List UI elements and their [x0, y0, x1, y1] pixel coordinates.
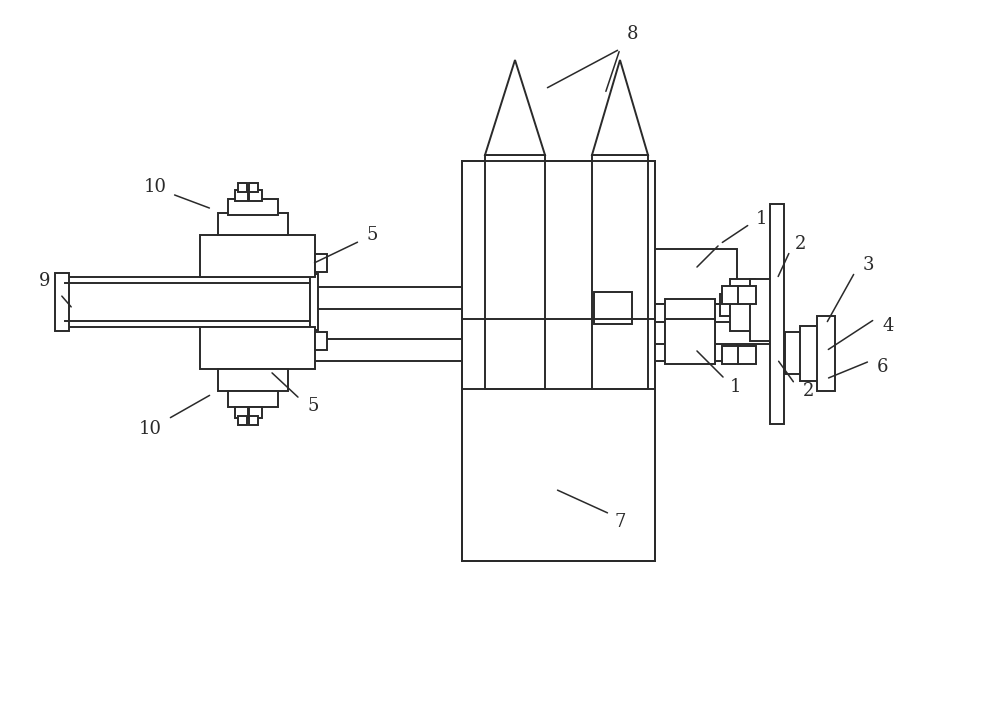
- Bar: [770, 204, 784, 424]
- Text: 6: 6: [876, 358, 888, 376]
- Bar: [750, 279, 775, 341]
- Text: 5: 5: [307, 397, 319, 415]
- Text: 7: 7: [614, 513, 626, 531]
- Text: 1: 1: [756, 210, 768, 228]
- Polygon shape: [485, 60, 545, 155]
- Bar: [235, 190, 248, 201]
- Bar: [720, 294, 750, 316]
- Bar: [228, 391, 278, 407]
- Bar: [249, 190, 262, 201]
- Bar: [722, 286, 740, 304]
- Bar: [462, 161, 655, 561]
- Bar: [730, 279, 755, 331]
- Bar: [305, 287, 462, 309]
- Text: 3: 3: [862, 256, 874, 274]
- Bar: [738, 286, 756, 304]
- Text: 8: 8: [626, 25, 638, 43]
- Polygon shape: [592, 155, 648, 389]
- Text: 10: 10: [138, 420, 162, 438]
- Bar: [200, 327, 315, 369]
- Polygon shape: [592, 60, 648, 155]
- Bar: [722, 346, 740, 364]
- Bar: [785, 332, 807, 374]
- Bar: [218, 213, 288, 235]
- Bar: [665, 299, 715, 349]
- Bar: [655, 249, 737, 304]
- Text: 10: 10: [144, 178, 166, 196]
- Bar: [655, 322, 770, 344]
- Bar: [594, 292, 632, 324]
- Bar: [305, 339, 462, 361]
- Bar: [228, 199, 278, 215]
- Bar: [315, 332, 327, 350]
- Bar: [200, 235, 315, 277]
- Bar: [655, 306, 737, 361]
- Bar: [249, 407, 262, 418]
- Bar: [235, 407, 248, 418]
- Bar: [655, 304, 770, 326]
- Text: 1: 1: [730, 378, 742, 396]
- Bar: [315, 254, 327, 272]
- Bar: [218, 369, 288, 391]
- Text: 9: 9: [39, 272, 51, 290]
- Bar: [462, 161, 655, 561]
- Bar: [249, 416, 258, 425]
- Bar: [249, 183, 258, 192]
- Polygon shape: [485, 155, 545, 389]
- Bar: [65, 277, 310, 327]
- Text: 2: 2: [802, 382, 814, 400]
- Text: 2: 2: [794, 235, 806, 253]
- Bar: [310, 274, 318, 330]
- Text: 5: 5: [366, 226, 378, 244]
- Bar: [238, 416, 247, 425]
- Bar: [55, 273, 69, 331]
- Bar: [738, 346, 756, 364]
- Bar: [817, 316, 835, 391]
- Bar: [800, 326, 822, 381]
- Text: 4: 4: [882, 317, 894, 335]
- Bar: [665, 319, 715, 364]
- Bar: [238, 183, 247, 192]
